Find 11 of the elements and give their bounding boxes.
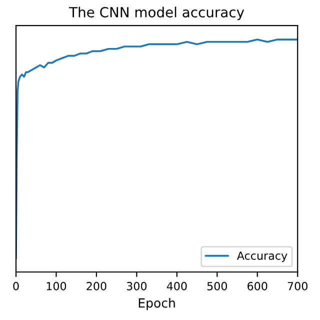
x-tick-label: 100 <box>46 282 66 290</box>
x-tick-label: 300 <box>126 282 147 290</box>
legend-label: Accuracy <box>236 252 288 262</box>
x-tick-label: 700 <box>288 282 308 290</box>
x-tick-label: 200 <box>86 282 106 290</box>
x-tick-label: 600 <box>248 282 268 290</box>
x-tick-label: 400 <box>166 282 187 290</box>
x-tick-label: 0 <box>13 282 19 290</box>
chart-title: The CNN model accuracy <box>69 6 244 20</box>
x-tick-label: 500 <box>207 282 228 290</box>
x-axis-title: Epoch <box>138 298 175 310</box>
